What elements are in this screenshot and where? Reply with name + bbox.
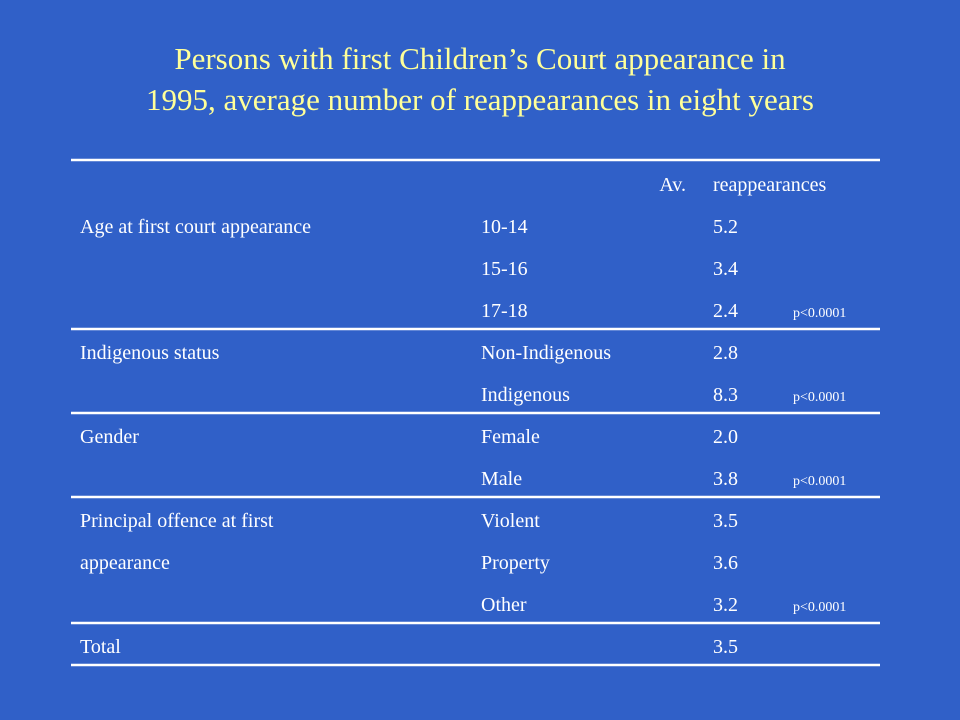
row-category: 15-16: [481, 258, 528, 280]
row-p-value: p<0.0001: [793, 600, 846, 615]
header-reappearances: reappearances: [713, 174, 826, 196]
title-line-1: Persons with first Children’s Court appe…: [174, 41, 786, 76]
row-value: 2.0: [713, 426, 738, 448]
row-p-value: p<0.0001: [793, 306, 846, 321]
group-label: Indigenous status: [80, 342, 220, 364]
slide-title: Persons with first Children’s Court appe…: [0, 38, 960, 120]
row-category: Property: [481, 552, 550, 574]
row-category: Male: [481, 468, 522, 490]
row-p-value: p<0.0001: [793, 390, 846, 405]
row-value: 3.2: [713, 594, 738, 616]
row-category: Non-Indigenous: [481, 342, 611, 364]
row-value: 2.8: [713, 342, 738, 364]
group-label: Principal offence at first: [80, 510, 274, 532]
row-category: Other: [481, 594, 527, 616]
row-p-value: p<0.0001: [793, 474, 846, 489]
title-line-2: 1995, average number of reappearances in…: [146, 82, 814, 117]
row-value: 3.5: [713, 510, 738, 532]
group-label: Age at first court appearance: [80, 216, 311, 238]
row-category: Violent: [481, 510, 540, 532]
row-value: 3.5: [713, 636, 738, 658]
row-value: 3.4: [713, 258, 738, 280]
row-value: 3.6: [713, 552, 738, 574]
group-label: appearance: [80, 552, 170, 574]
row-value: 5.2: [713, 216, 738, 238]
row-category: Female: [481, 426, 540, 448]
row-category: 17-18: [481, 300, 528, 322]
row-value: 8.3: [713, 384, 738, 406]
row-category: 10-14: [481, 216, 528, 238]
header-av: Av.: [659, 174, 686, 196]
group-label: Total: [80, 636, 121, 658]
group-label: Gender: [80, 426, 139, 448]
row-value: 3.8: [713, 468, 738, 490]
row-category: Indigenous: [481, 384, 570, 406]
row-value: 2.4: [713, 300, 738, 322]
